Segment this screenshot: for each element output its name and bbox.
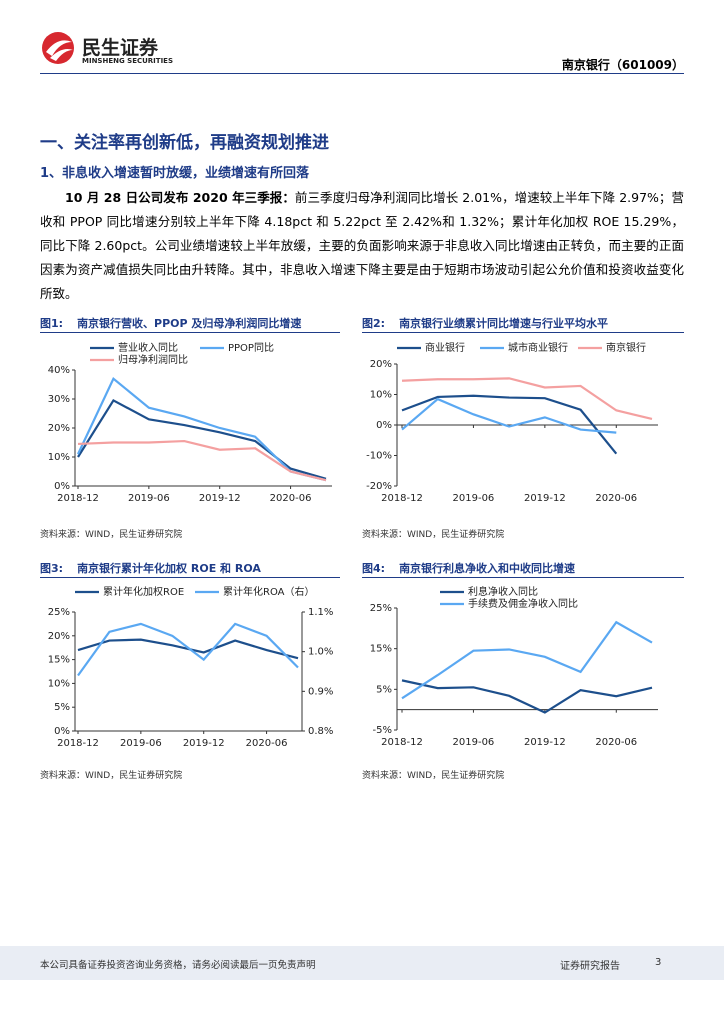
series-line [401, 620, 653, 700]
y-tick-label: 20% [48, 631, 70, 642]
y-tick-label: 0% [376, 420, 392, 431]
chart: -20% -10% 0% 10% 20% 2018-12 2019-06 2019-12 202… [366, 341, 658, 504]
figure-source: 资料来源：WIND，民生证券研究院 [40, 771, 183, 781]
y2-tick-label: 0.8% [308, 726, 333, 737]
y-tick-label: 40% [48, 365, 70, 376]
figure-source: 资料来源：WIND，民生证券研究院 [362, 530, 505, 540]
legend-label: 累计年化加权ROE [103, 585, 184, 598]
subheading: 1、非息收入增速暂时放缓，业绩增速有所回落 [40, 166, 310, 181]
y-tick-label: 25% [48, 607, 70, 618]
series-line [77, 622, 299, 677]
figure-title: 南京银行营收、PPOP 及归母净利润同比增速 [77, 317, 302, 330]
y-tick-label: 10% [48, 452, 70, 463]
chart: 0% 5% 10% 15% 20% 25% 0.8% 0.9% 1.0% 1.1% 2018-12 2… [48, 585, 334, 749]
y-tick-label: 15% [48, 655, 70, 666]
figure-header: 图2: 南京银行业绩累计同比增速与行业平均水平 [362, 315, 684, 333]
y-tick-label: 0% [54, 481, 70, 492]
legend-label: 累计年化ROA（右） [223, 585, 314, 598]
chart: 0% 10% 20% 30% 40% 2018-12 2019-06 2019-12 2020-… [48, 341, 332, 504]
figure-label: 图2: [362, 317, 386, 330]
logo-cn: 民生证券 [82, 37, 159, 59]
footer-page: 3 [655, 957, 662, 968]
footer-type: 证券研究报告 [560, 961, 620, 972]
series-line [77, 439, 327, 482]
x-tick-label: 2019-06 [453, 737, 495, 748]
series-line [77, 398, 327, 480]
paragraph-text: 前三季度归母净利润同比增长 2.01%，增速较上半年下降 2.97%；营收和 P… [40, 190, 684, 301]
header-rule [40, 73, 684, 74]
figure-label: 图4: [362, 562, 386, 575]
x-tick-label: 2019-12 [183, 738, 225, 749]
x-tick-label: 2019-06 [120, 738, 162, 749]
y-tick-label: 5% [54, 702, 70, 713]
legend-label: 利息净收入同比 [468, 585, 538, 598]
x-tick-label: 2019-12 [524, 737, 566, 748]
y-tick-label: 10% [370, 390, 392, 401]
x-tick-label: 2020-06 [270, 493, 312, 504]
y-tick-label: -20% [366, 481, 392, 492]
x-tick-label: 2019-06 [453, 493, 495, 504]
figure-header: 图3: 南京银行累计年化加权 ROE 和 ROA [40, 560, 340, 578]
series-line [401, 394, 618, 455]
x-tick-label: 2019-12 [524, 493, 566, 504]
y-tick-label: 0% [54, 726, 70, 737]
chart: -5% 5% 15% 25% 2018-12 2019-06 2019-12 2020-06 利… [370, 585, 658, 748]
y2-tick-label: 0.9% [308, 686, 333, 697]
y-tick-label: -10% [366, 451, 392, 462]
y-tick-label: 5% [376, 684, 392, 695]
figure-header: 图4: 南京银行利息净收入和中收同比增速 [362, 560, 684, 578]
x-tick-label: 2018-12 [57, 493, 99, 504]
figure-title: 南京银行累计年化加权 ROE 和 ROA [77, 562, 261, 575]
x-tick-label: 2019-12 [199, 493, 241, 504]
y-tick-label: -5% [373, 725, 392, 736]
figure-label: 图1: [40, 317, 64, 330]
footer-disclaimer: 本公司具备证券投资咨询业务资格，请务必阅读最后一页免责声明 [40, 960, 316, 971]
x-tick-label: 2020-06 [595, 493, 637, 504]
y-tick-label: 10% [48, 678, 70, 689]
y-tick-label: 30% [48, 394, 70, 405]
y-tick-label: 15% [370, 644, 392, 655]
footer-bar [0, 946, 724, 980]
heading: 一、关注率再创新低，再融资规划推进 [40, 133, 329, 153]
x-tick-label: 2020-06 [246, 738, 288, 749]
y2-tick-label: 1.1% [308, 607, 333, 618]
legend-label: 商业银行 [425, 341, 465, 354]
legend-label: 城市商业银行 [508, 341, 568, 354]
legend-label: PPOP同比 [228, 342, 274, 354]
x-tick-label: 2019-06 [128, 493, 170, 504]
legend-label: 手续费及佣金净收入同比 [468, 597, 578, 610]
logo-en: MINSHENG SECURITIES [82, 57, 173, 65]
x-tick-label: 2018-12 [57, 738, 99, 749]
legend-label: 营业收入同比 [118, 341, 178, 354]
y-tick-label: 20% [370, 359, 392, 370]
y2-tick-label: 1.0% [308, 647, 333, 658]
y-tick-label: 20% [48, 423, 70, 434]
header-stock: 南京银行（601009） [561, 58, 684, 72]
series-line [401, 377, 653, 420]
figure-source: 资料来源：WIND，民生证券研究院 [40, 530, 183, 540]
series-line [401, 397, 617, 434]
series-line [401, 679, 653, 714]
x-tick-label: 2018-12 [381, 493, 423, 504]
figure-header: 图1: 南京银行营收、PPOP 及归母净利润同比增速 [40, 315, 340, 333]
y-tick-label: 25% [370, 603, 392, 614]
series-line [77, 376, 327, 482]
figure-label: 图3: [40, 562, 64, 575]
x-tick-label: 2018-12 [381, 737, 423, 748]
figure-source: 资料来源：WIND，民生证券研究院 [362, 771, 505, 781]
x-tick-label: 2020-06 [595, 737, 637, 748]
legend-label: 南京银行 [606, 341, 646, 354]
logo-icon [42, 32, 74, 64]
legend-label: 归母净利润同比 [118, 353, 188, 366]
paragraph: 10 月 28 日公司发布 2020 年三季报：前三季度归母净利润同比增长 2.… [40, 186, 684, 306]
figure-title: 南京银行业绩累计同比增速与行业平均水平 [399, 317, 609, 330]
figure-title: 南京银行利息净收入和中收同比增速 [399, 562, 576, 575]
paragraph-lead: 10 月 28 日公司发布 2020 年三季报： [65, 190, 295, 205]
